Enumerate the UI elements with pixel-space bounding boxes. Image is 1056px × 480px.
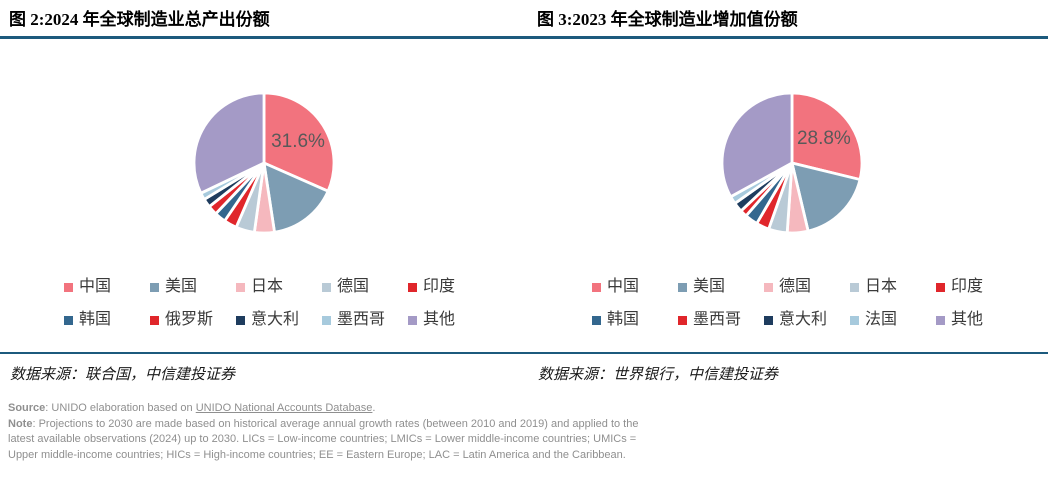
legend-item-其他: 其他 [408,312,464,328]
pie-data-label: 31.6% [271,131,325,152]
legend-swatch-icon [236,282,245,292]
source-divider-rule [0,352,1048,354]
figure3-pie-svg: 28.8% [720,91,864,235]
footnote-note-body: : Projections to 2030 are made based on … [8,417,639,461]
legend-swatch-icon [592,315,601,325]
legend-item-中国: 中国 [64,279,150,295]
pie-data-label: 28.8% [797,128,851,149]
legend-swatch-icon [408,282,417,292]
legend-swatch-icon [764,282,773,292]
legend-label: 中国 [79,278,112,295]
legend-label: 墨西哥 [337,311,386,328]
legend-swatch-icon [936,315,945,325]
footnote-source-label: Source [8,402,46,414]
legend-item-墨西哥: 墨西哥 [678,312,764,328]
figure3-title: 图 3:2023 年全球制造业增加值份额 [537,10,798,29]
footnote-source-end: . [372,402,376,414]
legend-item-法国: 法国 [850,312,936,328]
legend-swatch-icon [322,282,331,292]
figure2-column: 31.6% 中国 美国 日本 德国 印度韩国 俄罗斯 意大利 墨西哥 其他 [0,39,528,328]
title-divider-rule [0,36,1048,39]
footnote-note-label: Note [8,417,33,430]
legend-label: 其他 [423,311,456,328]
pie-slice-中国 [790,91,864,181]
legend-item-德国: 德国 [322,279,408,295]
legend-swatch-icon [322,315,331,325]
footnote-database-link[interactable]: UNIDO National Accounts Database [195,402,373,414]
legend-swatch-icon [678,315,687,325]
legend-label: 印度 [951,278,984,295]
legend-label: 中国 [607,278,640,295]
legend-item-意大利: 意大利 [236,312,322,328]
legend-item-德国: 德国 [764,279,850,295]
legend-swatch-icon [592,282,601,292]
legend-swatch-icon [936,282,945,292]
legend-swatch-icon [64,315,73,325]
legend-item-其他: 其他 [936,312,992,328]
legend-item-中国: 中国 [592,279,678,295]
sources-row: 数据来源：联合国，中信建投证券 数据来源：世界银行，中信建投证券 [0,354,1056,384]
legend-item-韩国: 韩国 [64,312,150,328]
legend-label: 其他 [951,311,984,328]
legend-item-日本: 日本 [236,279,322,295]
pie-slice-美国 [262,161,330,234]
legend-item-墨西哥: 墨西哥 [322,312,408,328]
legend-swatch-icon [678,282,687,292]
footnote-note-line: Note: Projections to 2030 are made based… [8,417,663,464]
legend-label: 意大利 [779,311,828,328]
legend-item-美国: 美国 [678,279,764,295]
legend-swatch-icon [764,315,773,325]
legend-label: 德国 [337,278,370,295]
legend-label: 日本 [865,278,898,295]
legend-label: 墨西哥 [693,311,742,328]
legend-label: 意大利 [251,311,300,328]
legend-swatch-icon [150,282,159,292]
footnote-block: Source: UNIDO elaboration based on UNIDO… [8,401,663,463]
legend-label: 印度 [423,278,456,295]
figure2-pie-chart: 31.6% [184,83,344,243]
legend-label: 俄罗斯 [165,311,214,328]
figure3-data-source: 数据来源：世界银行，中信建投证券 [538,367,779,383]
legend-label: 德国 [779,278,812,295]
figure-titles-row: 图 2:2024 年全球制造业总产出份额 图 3:2023 年全球制造业增加值份… [0,0,1056,32]
legend-item-意大利: 意大利 [764,312,850,328]
legend-item-印度: 印度 [408,279,464,295]
footnote-source-line: Source: UNIDO elaboration based on UNIDO… [8,401,663,417]
legend-label: 法国 [865,311,898,328]
figure3-pie-chart: 28.8% [712,83,872,243]
figure3-column: 28.8% 中国 美国 德国 日本 印度韩国 墨西哥 意大利 法国 其他 [528,39,1056,328]
footnote-source-body: : UNIDO elaboration based on [45,402,196,414]
pie-slice-中国 [262,91,336,193]
pie-slice-美国 [790,161,862,233]
legend-label: 日本 [251,278,284,295]
figure2-title: 图 2:2024 年全球制造业总产出份额 [9,10,270,29]
legend-swatch-icon [150,315,159,325]
pie-slice-其他 [720,91,794,199]
legend-swatch-icon [236,315,245,325]
legend-label: 美国 [693,278,726,295]
legend-item-美国: 美国 [150,279,236,295]
legend-item-印度: 印度 [936,279,992,295]
legend-swatch-icon [408,315,417,325]
figure2-data-source: 数据来源：联合国，中信建投证券 [10,367,236,383]
legend-item-韩国: 韩国 [592,312,678,328]
legend-label: 韩国 [79,311,112,328]
figure2-legend: 中国 美国 日本 德国 印度韩国 俄罗斯 意大利 墨西哥 其他 [64,279,464,328]
charts-row: 31.6% 中国 美国 日本 德国 印度韩国 俄罗斯 意大利 墨西哥 其他 28.8% 中国 美国… [0,39,1056,328]
legend-item-俄罗斯: 俄罗斯 [150,312,236,328]
figure3-legend: 中国 美国 德国 日本 印度韩国 墨西哥 意大利 法国 其他 [592,279,992,328]
legend-item-日本: 日本 [850,279,936,295]
pie-slice-其他 [192,91,266,195]
legend-swatch-icon [850,282,859,292]
legend-label: 韩国 [607,311,640,328]
figure2-pie-svg: 31.6% [192,91,336,235]
legend-swatch-icon [64,282,73,292]
legend-label: 美国 [165,278,198,295]
legend-swatch-icon [850,315,859,325]
